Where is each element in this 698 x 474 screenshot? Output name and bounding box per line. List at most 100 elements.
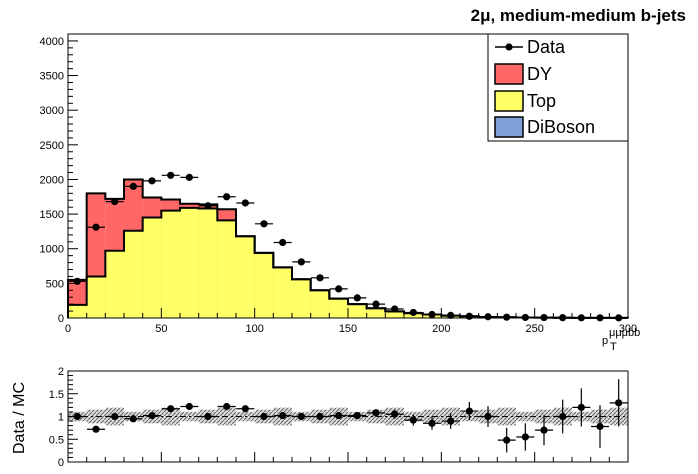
- x-tick-label: 200: [432, 323, 450, 335]
- data-point: [335, 285, 343, 293]
- ratio-point: [484, 412, 492, 421]
- y-tick-label: 4000: [40, 36, 64, 48]
- data-point: [223, 193, 231, 201]
- y-tick-label: 1500: [40, 209, 64, 221]
- y-tick-label: 2500: [40, 140, 64, 152]
- data-point: [391, 305, 399, 313]
- ratio-point: [577, 403, 585, 411]
- data-point: [297, 258, 305, 266]
- top-bar: [329, 298, 348, 318]
- y-tick-label: 500: [46, 278, 64, 290]
- ratio-point: [223, 402, 231, 411]
- data-point: [353, 294, 361, 302]
- ratio-point: [372, 409, 380, 417]
- x-tick-label: 50: [155, 323, 167, 335]
- data-point: [148, 177, 156, 185]
- ratio-plot: 0 0.5 1 1.5 2 Data / MC: [11, 366, 629, 469]
- top-bar: [68, 304, 87, 318]
- ratio-y-tick-label: 1: [58, 412, 64, 424]
- chart-title: 2μ, medium-medium b-jets: [470, 6, 686, 25]
- top-bar: [124, 230, 143, 318]
- x-axis-label-subscript: T: [610, 341, 617, 353]
- data-point: [185, 173, 193, 181]
- ratio-y-axis-label: Data / MC: [11, 382, 28, 454]
- top-bar: [236, 236, 255, 318]
- x-tick-label: 0: [65, 323, 71, 335]
- y-tick-label: 3000: [40, 105, 64, 117]
- ratio-point: [503, 436, 511, 444]
- legend-swatch: [494, 63, 524, 85]
- data-point: [409, 308, 417, 317]
- ratio-point: [521, 433, 529, 441]
- top-bar: [198, 208, 218, 318]
- y-tick-label: 3500: [40, 71, 64, 83]
- ratio-point: [92, 425, 100, 433]
- x-tick-label: 250: [525, 323, 543, 335]
- ratio-point: [260, 412, 268, 421]
- legend: Data DY Top DiBoson: [487, 33, 629, 142]
- top-bar: [161, 210, 180, 318]
- ratio-point: [596, 422, 604, 431]
- top-bar: [348, 304, 367, 318]
- legend-swatch: [494, 116, 524, 138]
- ratio-point: [297, 412, 305, 421]
- ratio-point: [279, 411, 287, 420]
- ratio-y-tick-label: 1.5: [49, 389, 64, 401]
- ratio-point: [540, 426, 548, 434]
- top-bar: [217, 220, 236, 318]
- legend-swatch: [494, 90, 524, 112]
- ratio-point: [111, 412, 119, 421]
- top-bar: [105, 250, 124, 318]
- data-point: [521, 313, 529, 322]
- data-point: [372, 300, 380, 308]
- data-point: [241, 199, 249, 207]
- data-point: [92, 223, 100, 231]
- ratio-point: [465, 407, 473, 415]
- top-bar: [86, 276, 106, 318]
- x-tick-label: 300: [619, 323, 637, 335]
- top-bar: [254, 252, 274, 318]
- data-point: [503, 313, 511, 321]
- top-bar: [310, 290, 330, 318]
- legend-label: DY: [527, 64, 552, 84]
- x-axis-label-superscript: μμμbb: [609, 327, 640, 339]
- data-point: [447, 311, 455, 319]
- data-point: [167, 171, 175, 179]
- legend-label: Top: [527, 91, 556, 111]
- ratio-y-tick-label: 0: [58, 457, 64, 469]
- ratio-y-tick-label: 2: [58, 366, 64, 378]
- ratio-point: [353, 411, 361, 420]
- ratio-point: [428, 419, 436, 427]
- ratio-point: [185, 402, 193, 411]
- legend-label: Data: [527, 37, 566, 57]
- top-bar: [273, 267, 292, 318]
- y-tick-label: 2000: [40, 174, 64, 186]
- top-bar: [142, 217, 162, 318]
- ratio-point: [559, 412, 567, 421]
- data-point: [129, 182, 137, 190]
- ratio-point: [129, 415, 137, 423]
- x-tick-label: 150: [339, 323, 357, 335]
- top-bar: [180, 207, 199, 318]
- top-bar: [385, 311, 404, 318]
- y-tick-label: 0: [58, 313, 64, 325]
- data-point: [465, 312, 473, 320]
- ratio-point: [167, 405, 175, 413]
- x-axis-label: p: [602, 335, 608, 347]
- ratio-point: [409, 416, 417, 424]
- ratio-point: [335, 411, 343, 420]
- ratio-point: [447, 417, 455, 425]
- x-tick-label: 100: [245, 323, 263, 335]
- ratio-point: [316, 412, 324, 421]
- ratio-point: [615, 399, 623, 407]
- data-point: [260, 220, 268, 228]
- data-point: [111, 198, 119, 206]
- data-point: [316, 274, 324, 282]
- data-point: [484, 313, 492, 321]
- legend-data-marker: [505, 43, 513, 51]
- legend-label: DiBoson: [527, 117, 595, 137]
- ratio-point: [204, 412, 212, 421]
- ratio-point: [148, 411, 156, 420]
- data-point: [204, 202, 212, 210]
- ratio-point: [241, 405, 249, 413]
